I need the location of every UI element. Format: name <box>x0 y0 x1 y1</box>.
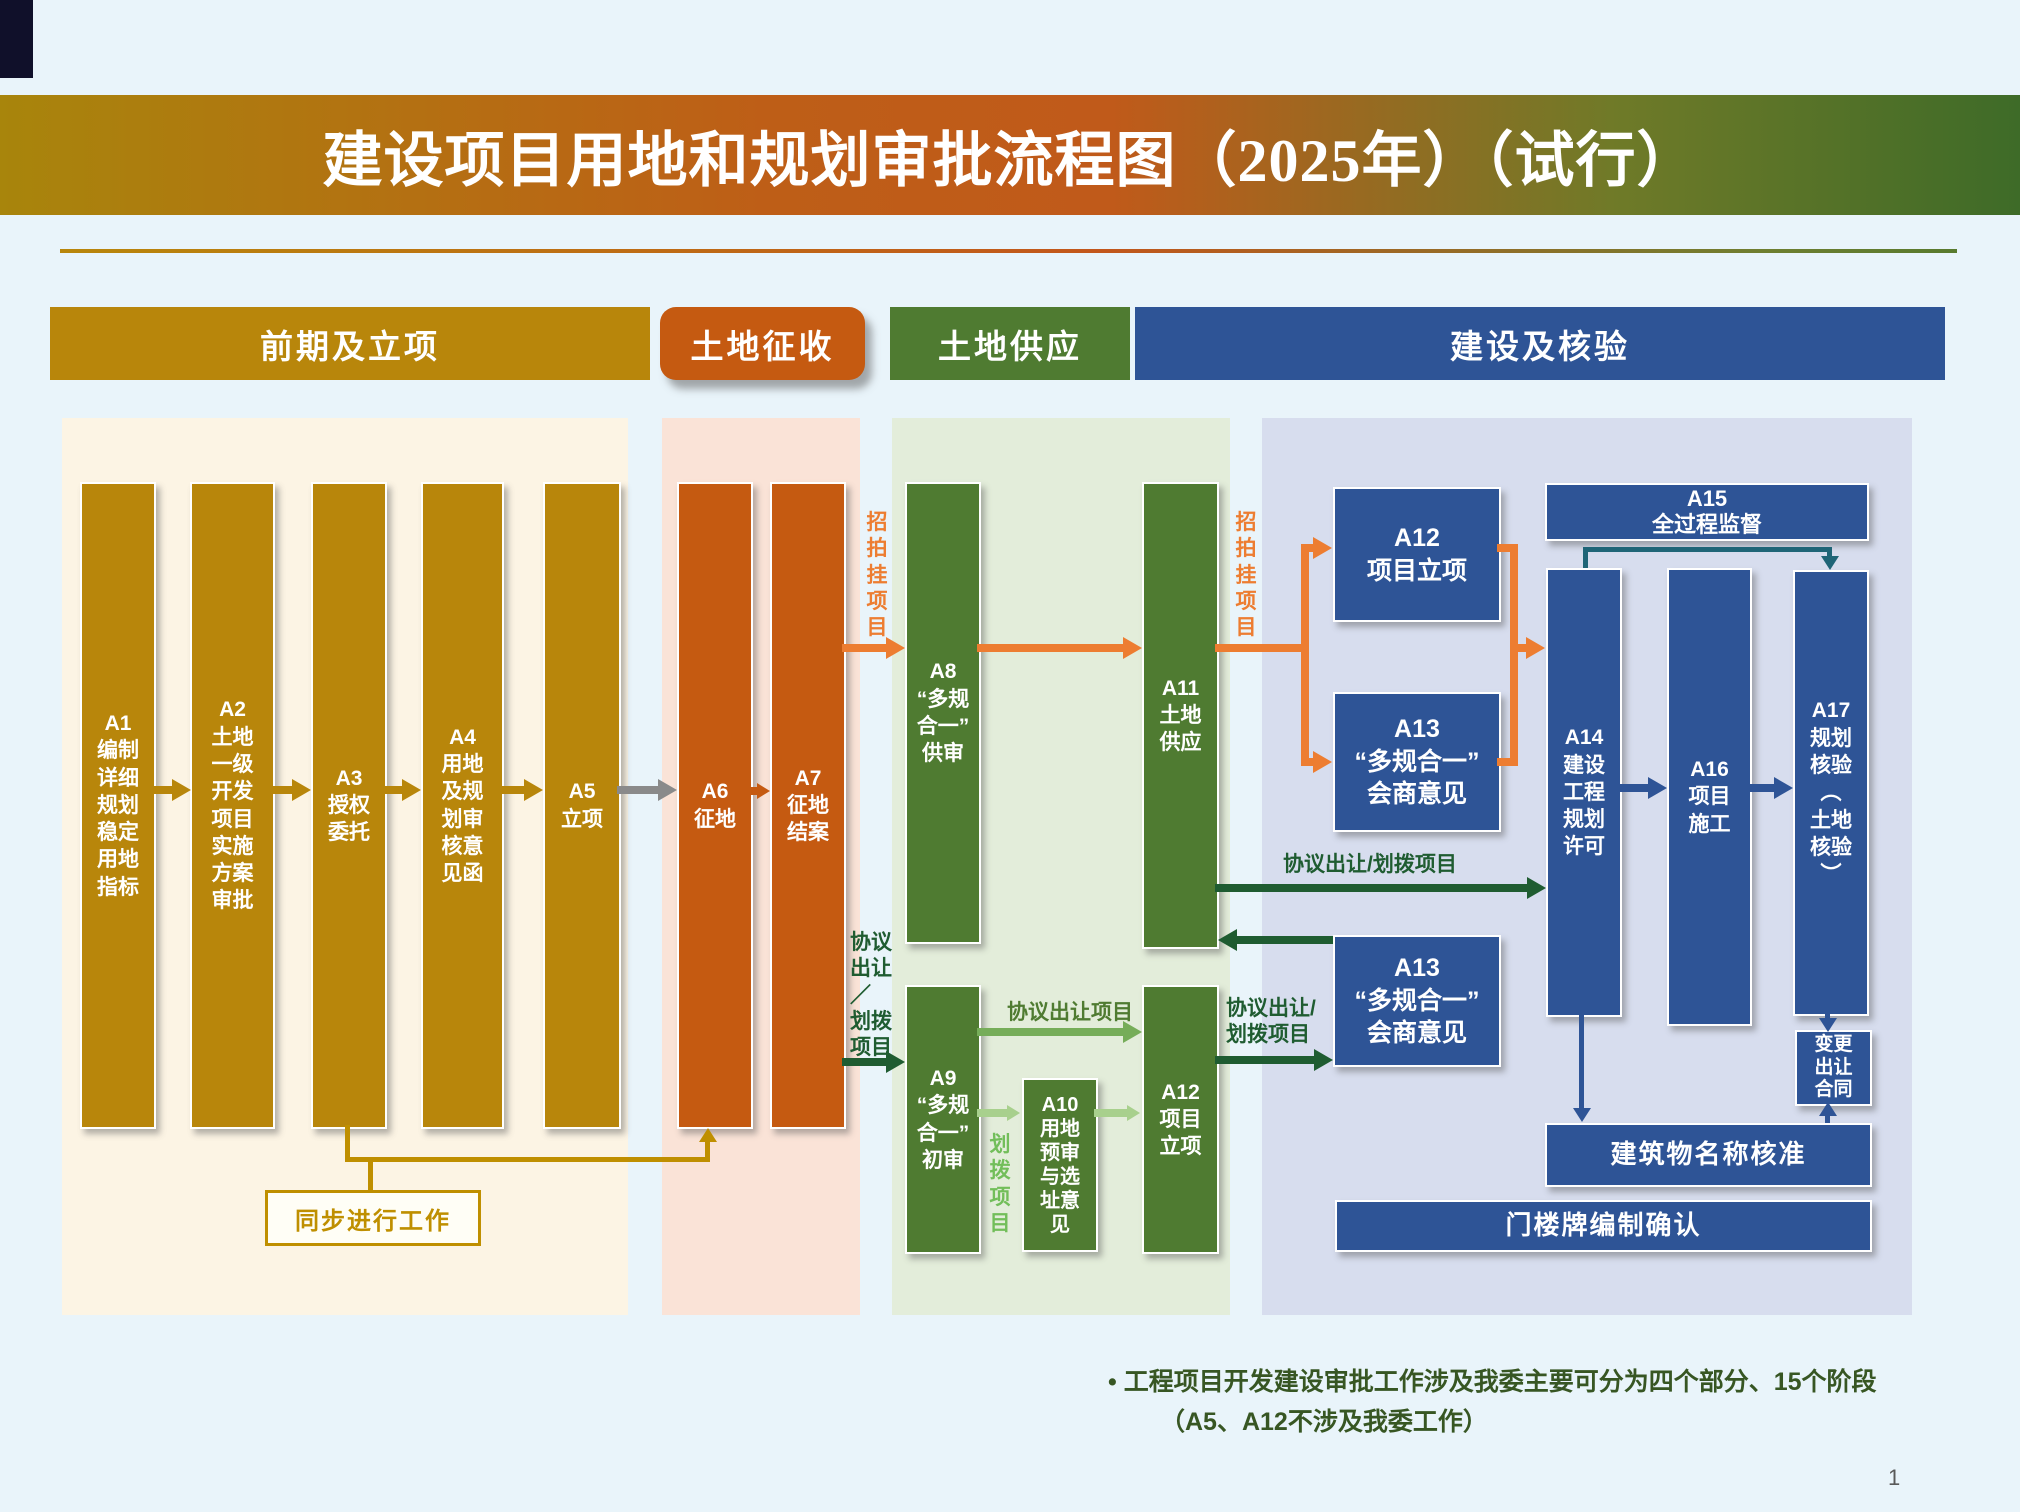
arrow-branch-vertical <box>1301 544 1309 766</box>
label-tender-2: 招 拍 挂 项 目 <box>1235 511 1257 639</box>
stage-box-a15: A15 全过程监督 <box>1545 483 1869 541</box>
arrow-branch-to-a13 <box>1301 758 1313 766</box>
stage-box-a7: A7 征地 结案 <box>770 482 846 1129</box>
stage-box-a3: A3 授权 委托 <box>311 482 387 1129</box>
arrow-a17-change-contract <box>1825 1012 1830 1018</box>
sync-arrow-a6 <box>705 1142 710 1162</box>
stage-box-a9: A9 “多规 合一” 初审 <box>905 985 981 1254</box>
label-tender-1: 招 拍 挂 项 目 <box>866 511 888 639</box>
connector-a12-right <box>1497 544 1517 552</box>
stage-box-a11: A11 土地 供应 <box>1142 482 1219 949</box>
arrow-a10-a12 <box>1094 1109 1127 1117</box>
arrow-a12green-a13lower <box>1215 1056 1314 1064</box>
arrow-a14-a16 <box>1618 784 1648 792</box>
stage-box-a8: A8 “多规 合一” 供审 <box>905 482 981 944</box>
stage-box-a17: A17 规划 核验 ︵ 土地 核验 ︶ <box>1793 570 1869 1016</box>
stage-box-a12-green: A12 项目 立项 <box>1142 985 1219 1254</box>
label-agreement-allocation-long: 协议出让/划拨项目 <box>1283 853 1457 876</box>
header-preliminary: 前期及立项 <box>50 307 650 380</box>
arrow-a13lower-a11 <box>1237 936 1333 944</box>
arrow-a16-a17 <box>1748 784 1774 792</box>
label-agreement-allocation-2line: 协议出让/ 划拨项目 <box>1226 997 1316 1047</box>
label-agreement-allocation-vertical: 协议 出让 ／ 划拨 项目 <box>850 931 892 1059</box>
footnote-line1: • 工程项目开发建设审批工作涉及我委主要可分为四个部分、15个阶段 <box>1108 1368 1877 1396</box>
stage-box-a5: A5 立项 <box>543 482 621 1129</box>
page-title: 建设项目用地和规划审批流程图（2025年）（试行） <box>322 127 1698 194</box>
footnotes: • 工程项目开发建设审批工作涉及我委主要可分为四个部分、15个阶段 （A5、A1… <box>1108 1362 1877 1442</box>
title-bar: 建设项目用地和规划审批流程图（2025年）（试行） <box>0 95 2020 215</box>
arrow-a2-a3 <box>271 786 292 794</box>
arrow-a14-building-name <box>1579 1013 1584 1108</box>
stage-box-a12-blue: A12 项目立项 <box>1333 487 1501 622</box>
arrow-a1-a2 <box>152 786 172 794</box>
label-agreement-transfer: 协议出让项目 <box>1007 1001 1133 1024</box>
sync-stub-a3 <box>345 1125 350 1162</box>
label-allocation: 划 拨 项 目 <box>989 1133 1011 1235</box>
arrow-a8-a11 <box>977 644 1123 652</box>
stage-box-a6: A6 征地 <box>677 482 753 1129</box>
arrow-a3-a4 <box>383 786 402 794</box>
stage-box-door-plate: 门楼牌编制确认 <box>1335 1200 1872 1252</box>
header-construction: 建设及核验 <box>1135 307 1945 380</box>
arrow-branch-to-a12 <box>1301 544 1313 552</box>
supervision-stub-a14 <box>1583 547 1588 568</box>
connector-merge-vertical <box>1510 544 1518 766</box>
stage-box-a13-upper: A13 “多规合一” 会商意见 <box>1333 692 1501 832</box>
connector-a13-right <box>1497 758 1517 766</box>
sync-line-horizontal <box>345 1157 708 1162</box>
header-expropriation: 土地征收 <box>660 307 865 380</box>
stage-box-a10: A10 用地 预审 与选 址意 见 <box>1022 1078 1098 1252</box>
stage-box-change-contract: 变更 出让 合同 <box>1795 1030 1872 1106</box>
stage-box-a16: A16 项目 施工 <box>1667 568 1752 1026</box>
footnote-line2: （A5、A12不涉及我委工作） <box>1160 1408 1488 1436</box>
stage-box-building-name: 建筑物名称核准 <box>1545 1123 1872 1187</box>
sync-work-box: 同步进行工作 <box>265 1190 481 1246</box>
arrow-a7-a8 <box>842 644 886 652</box>
stage-box-a2: A2 土地 一级 开发 项目 实施 方案 审批 <box>190 482 275 1129</box>
page-number: 1 <box>1888 1465 1901 1490</box>
stage-box-a4: A4 用地 及规 划审 核意 见函 <box>421 482 504 1129</box>
arrow-a9-a12 <box>977 1028 1123 1036</box>
arrow-a5-a6 <box>617 786 658 794</box>
arrow-a11-branch-horizontal <box>1215 644 1308 652</box>
arrow-a9-a10 <box>977 1109 1007 1117</box>
header-supply: 土地供应 <box>890 307 1130 380</box>
arrow-a6-a7 <box>749 787 757 795</box>
arrow-a7-a9 <box>842 1058 886 1066</box>
arrow-merge-to-a14 <box>1510 644 1526 652</box>
arrow-a4-a5 <box>500 786 524 794</box>
arrow-building-name-change-contract <box>1825 1116 1830 1123</box>
sync-stub-box <box>368 1157 373 1190</box>
arrow-a11-a14-long <box>1215 884 1527 892</box>
stage-box-a14: A14 建设 工程 规划 许可 <box>1546 568 1622 1017</box>
stage-box-a13-lower: A13 “多规合一” 会商意见 <box>1333 935 1501 1067</box>
title-separator <box>60 249 1957 253</box>
supervision-line-horizontal <box>1583 547 1830 552</box>
stage-box-a1: A1 编制 详细 规划 稳定 用地 指标 <box>80 482 156 1129</box>
supervision-arrow-a17 <box>1827 547 1832 556</box>
corner-artifact <box>0 0 33 78</box>
